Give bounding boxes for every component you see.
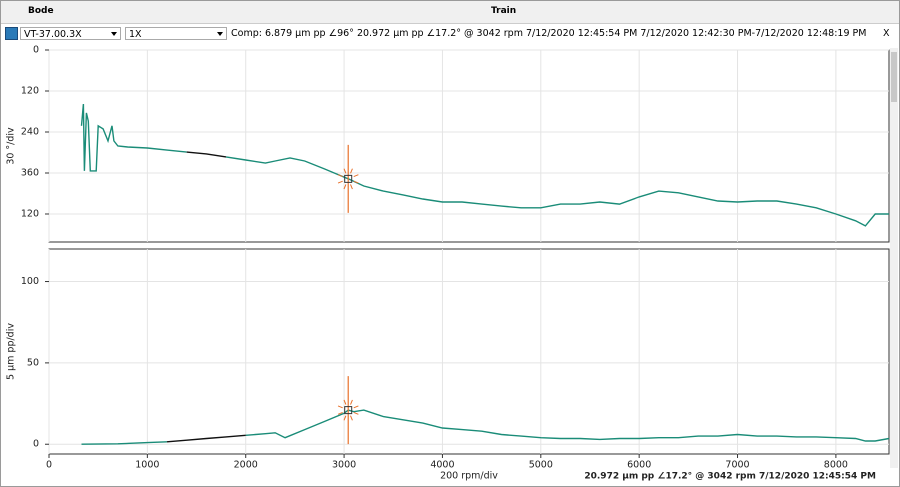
cursor-ray [350, 168, 353, 174]
cursor-ray [337, 180, 343, 184]
y-tick-label: 240 [21, 126, 39, 137]
cursor-ray [343, 415, 347, 421]
x-tick-label: 2000 [234, 460, 258, 471]
x-tick-label: 6000 [627, 460, 651, 471]
cursor-ray [343, 399, 347, 405]
x-tick-label: 3000 [332, 460, 356, 471]
cursor-ray [350, 399, 353, 405]
cursor-ray [350, 415, 353, 421]
y-tick-label: 50 [27, 357, 39, 368]
cursor-ray [337, 174, 343, 178]
point-dropdown[interactable]: VT-37.00.3X [20, 27, 121, 40]
cursor-marker [344, 406, 353, 415]
cursor-ray [343, 168, 347, 174]
y-tick-label: 0 [33, 45, 39, 56]
y-axis-label: 30 °/div [6, 127, 17, 165]
title-bar: Bode Train [1, 1, 899, 24]
cursor-info: Comp: 6.879 µm pp ∠96° 20.972 µm pp ∠17.… [231, 28, 867, 39]
order-dropdown[interactable]: 1X [125, 27, 227, 40]
scrollbar-thumb[interactable] [891, 52, 897, 102]
cursor-ray [353, 405, 359, 409]
cursor-ray [337, 411, 343, 415]
cursor-ray [353, 180, 359, 184]
scrollbar[interactable] [890, 48, 898, 468]
plot-icon[interactable] [5, 27, 18, 40]
tab-title: Bode [28, 6, 54, 16]
y-tick-label: 360 [21, 167, 39, 178]
cursor-ray [343, 184, 347, 190]
status-text: 20.972 µm pp ∠17.2° @ 3042 rpm 7/12/2020… [584, 472, 876, 482]
y-tick-label: 0 [33, 439, 39, 450]
cursor-ray [353, 174, 359, 178]
train-title: Train [491, 6, 517, 16]
x-tick-label: 8000 [824, 460, 848, 471]
cursor-ray [337, 405, 343, 409]
x-axis-label: 200 rpm/div [440, 471, 498, 482]
series-line [186, 151, 227, 158]
x-tick-label: 0 [46, 460, 52, 471]
cursor-ray [353, 411, 359, 415]
toolbar: VT-37.00.3X 1X Comp: 6.879 µm pp ∠96° 20… [1, 24, 899, 44]
x-tick-label: 1000 [135, 460, 159, 471]
y-tick-label: 100 [21, 276, 39, 287]
x-tick-label: 4000 [430, 460, 454, 471]
cursor-ray [350, 184, 353, 190]
x-tick-label: 7000 [725, 460, 749, 471]
plot-area [48, 248, 890, 455]
bode-plot: 20.972 µm pp ∠17.2° @ 3042 rpm 7/12/2020… [6, 45, 898, 482]
y-tick-label: 120 [21, 208, 39, 219]
series-line [80, 103, 889, 227]
cursor-marker [344, 174, 353, 183]
close-button[interactable]: X [883, 28, 890, 39]
plot-area [48, 49, 890, 243]
y-tick-label: 120 [21, 85, 39, 96]
x-tick-label: 5000 [529, 460, 553, 471]
y-axis-label: 5 µm pp/div [6, 323, 17, 380]
series-line [166, 434, 246, 443]
